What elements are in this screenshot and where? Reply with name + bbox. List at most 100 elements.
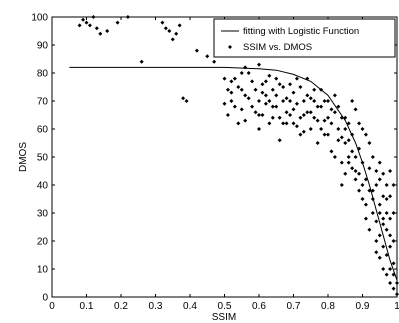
scatter-point <box>353 155 358 159</box>
scatter-point <box>263 101 268 106</box>
scatter-point <box>319 127 324 131</box>
scatter-point <box>388 244 393 249</box>
legend: fitting with Logistic Function SSIM vs. … <box>213 18 396 58</box>
scatter-point <box>229 79 234 84</box>
scatter-point <box>388 169 393 173</box>
scatter-point <box>363 216 368 221</box>
scatter-point <box>360 183 365 187</box>
scatter-point <box>167 29 172 33</box>
scatter-point <box>312 87 317 92</box>
x-tick-label: 1 <box>394 301 399 312</box>
scatter-point <box>350 166 355 171</box>
scatter-point <box>329 107 334 112</box>
scatter-point <box>260 82 265 87</box>
scatter-point <box>374 250 379 255</box>
scatter-points <box>77 15 399 297</box>
scatter-point <box>388 216 393 221</box>
scatter-point <box>253 87 258 92</box>
scatter-point <box>315 141 320 145</box>
scatter-point <box>284 96 289 101</box>
scatter-point <box>322 99 327 103</box>
scatter-point <box>274 76 279 81</box>
scatter-point <box>291 121 296 126</box>
scatter-point <box>294 76 299 81</box>
scatter-point <box>77 23 82 28</box>
fit-curve <box>69 66 398 281</box>
scatter-point <box>391 183 396 187</box>
scatter-point <box>374 169 379 173</box>
x-tick-label: 0.3 <box>149 301 163 312</box>
scatter-point <box>246 96 251 101</box>
scatter-point <box>257 127 261 131</box>
scatter-point <box>326 115 330 120</box>
scatter-point <box>267 121 272 126</box>
scatter-point <box>367 227 372 232</box>
x-axis-label: SSIM <box>212 312 236 323</box>
scatter-point <box>222 101 227 106</box>
x-tick-label: 0.4 <box>183 301 197 312</box>
scatter-point <box>288 99 293 103</box>
legend-label-fit: fitting with Logistic Function <box>243 26 359 37</box>
scatter-point <box>322 118 327 123</box>
scatter-point <box>91 15 96 19</box>
scatter-point <box>343 127 348 131</box>
scatter-point <box>377 233 382 238</box>
scatter-point <box>184 99 189 103</box>
scatter-point <box>229 90 234 95</box>
scatter-point <box>139 59 144 64</box>
scatter-point <box>332 155 337 159</box>
scatter-point <box>360 197 365 201</box>
scatter-point <box>281 99 286 103</box>
scatter-point <box>257 113 261 117</box>
scatter-point <box>222 76 227 81</box>
scatter-point <box>326 99 330 103</box>
scatter-point <box>243 93 248 98</box>
scatter-point <box>357 171 362 176</box>
scatter-point <box>388 233 393 238</box>
scatter-point <box>332 110 337 115</box>
scatter-point <box>288 113 293 117</box>
scatter-point <box>225 113 230 117</box>
scatter-point <box>281 121 286 126</box>
scatter-point <box>263 79 268 84</box>
scatter-point <box>339 183 344 187</box>
scatter-point <box>239 87 244 92</box>
scatter-point <box>391 239 396 243</box>
scatter-point <box>391 286 396 291</box>
scatter-point <box>388 281 393 285</box>
scatter-point <box>301 129 306 134</box>
x-tick-label: 0 <box>49 301 55 312</box>
scatter-point <box>160 20 165 25</box>
scatter-point <box>291 90 296 95</box>
scatter-point <box>381 267 386 271</box>
scatter-point <box>257 99 261 103</box>
scatter-point <box>267 99 272 103</box>
plot-area <box>51 16 398 298</box>
scatter-point <box>301 113 306 117</box>
y-tick-label: 60 <box>37 125 49 136</box>
y-tick-label: 50 <box>37 153 49 164</box>
scatter-point <box>391 261 396 266</box>
x-tick-label: 0.5 <box>218 301 232 312</box>
scatter-point <box>336 138 341 143</box>
scatter-point <box>329 149 334 154</box>
scatter-point <box>384 272 389 277</box>
x-tick-label: 0.6 <box>252 301 266 312</box>
scatter-point <box>239 107 244 112</box>
scatter-point <box>367 166 372 171</box>
y-tick-label: 90 <box>37 41 49 52</box>
scatter-point <box>346 160 351 165</box>
scatter-point <box>384 211 389 215</box>
y-tick-label: 100 <box>31 13 48 24</box>
scatter-point <box>181 96 186 101</box>
scatter-point <box>326 132 330 137</box>
scatter-point <box>395 281 399 285</box>
scatter-point <box>357 121 362 126</box>
y-tick-label: 10 <box>37 265 49 276</box>
scatter-point <box>377 177 382 182</box>
scatter-point <box>294 124 299 129</box>
scatter-point <box>246 71 251 75</box>
scatter-point <box>384 227 389 232</box>
scatter-point <box>319 104 324 109</box>
